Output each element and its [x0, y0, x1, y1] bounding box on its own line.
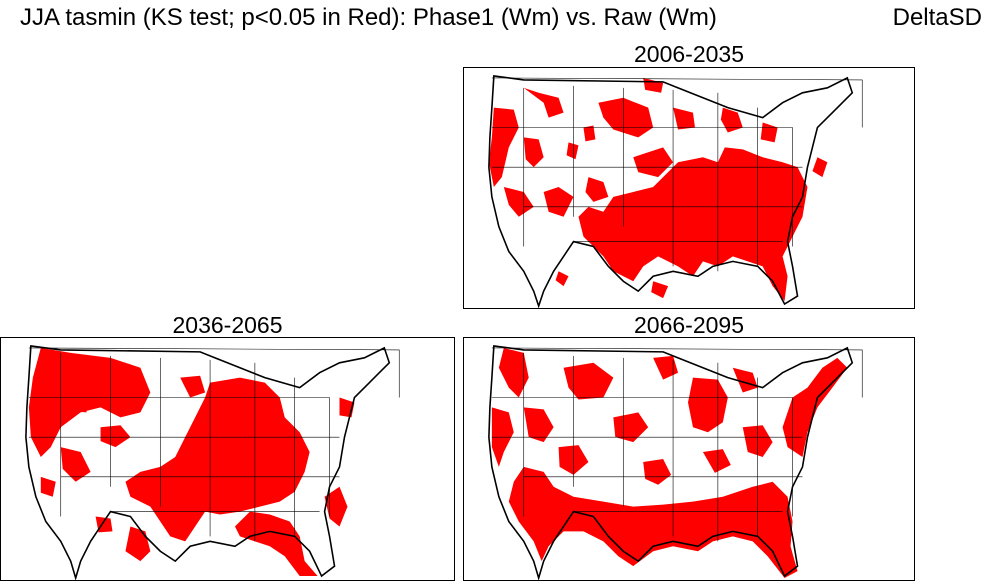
significance-mask-2006-2035	[488, 77, 828, 302]
us-outline-2036-2065	[25, 345, 391, 580]
us-outline-2066-2095	[488, 345, 854, 580]
state-boundaries-2036-2065	[28, 347, 400, 542]
figure-header: JJA tasmin (KS test; p<0.05 in Red): Pha…	[0, 0, 992, 44]
us-map-2066-2095	[488, 345, 863, 580]
figure-title: JJA tasmin (KS test; p<0.05 in Red): Pha…	[20, 4, 717, 31]
significance-mask-2036-2065	[28, 347, 355, 577]
state-boundaries-2066-2095	[491, 347, 863, 542]
us-outline-2006-2035	[488, 75, 854, 308]
us-map-2036-2065	[25, 345, 400, 580]
state-boundaries-2006-2035	[491, 77, 863, 272]
us-map-2006-2035	[488, 75, 863, 308]
map-panel-2006-2035	[463, 67, 915, 309]
map-panel-2066-2095	[463, 337, 915, 581]
method-label: DeltaSD	[892, 4, 982, 31]
panel-title-2066-2095: 2066-2095	[634, 312, 744, 338]
map-panel-2036-2065	[0, 337, 455, 581]
panel-title-2006-2035: 2006-2035	[634, 41, 744, 67]
panel-title-2036-2065: 2036-2065	[172, 312, 283, 338]
